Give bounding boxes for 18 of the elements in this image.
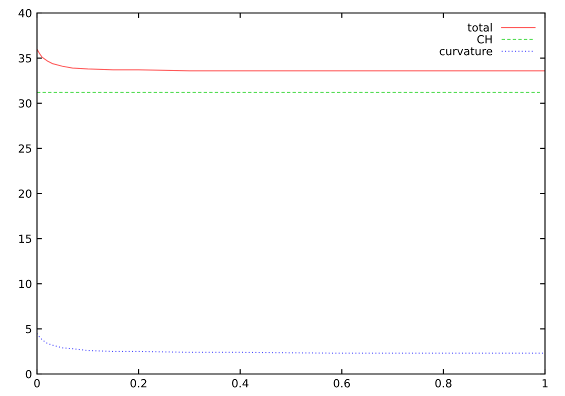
x-tick-label: 0.2 (130, 379, 146, 388)
legend-label: CH (477, 35, 492, 44)
x-tick-label: 1 (542, 379, 548, 388)
y-tick-label: 25 (18, 144, 32, 153)
y-tick-label: 30 (18, 99, 32, 108)
y-tick-label: 0 (26, 370, 32, 378)
legend-label: curvature (440, 47, 492, 56)
y-tick-label: 10 (19, 280, 32, 288)
x-tick-label: 0 (34, 379, 40, 388)
legend-label: total (468, 23, 492, 32)
x-tick-label: 0.6 (334, 379, 350, 388)
y-tick-label: 5 (26, 324, 32, 334)
y-tick-label: 20 (18, 189, 32, 198)
x-tick-label: 0.8 (435, 379, 452, 388)
y-tick-label: 40 (18, 8, 32, 18)
y-tick-label: 15 (19, 234, 32, 244)
y-tick-label: 35 (18, 54, 32, 63)
x-tick-label: 0.4 (232, 379, 248, 388)
